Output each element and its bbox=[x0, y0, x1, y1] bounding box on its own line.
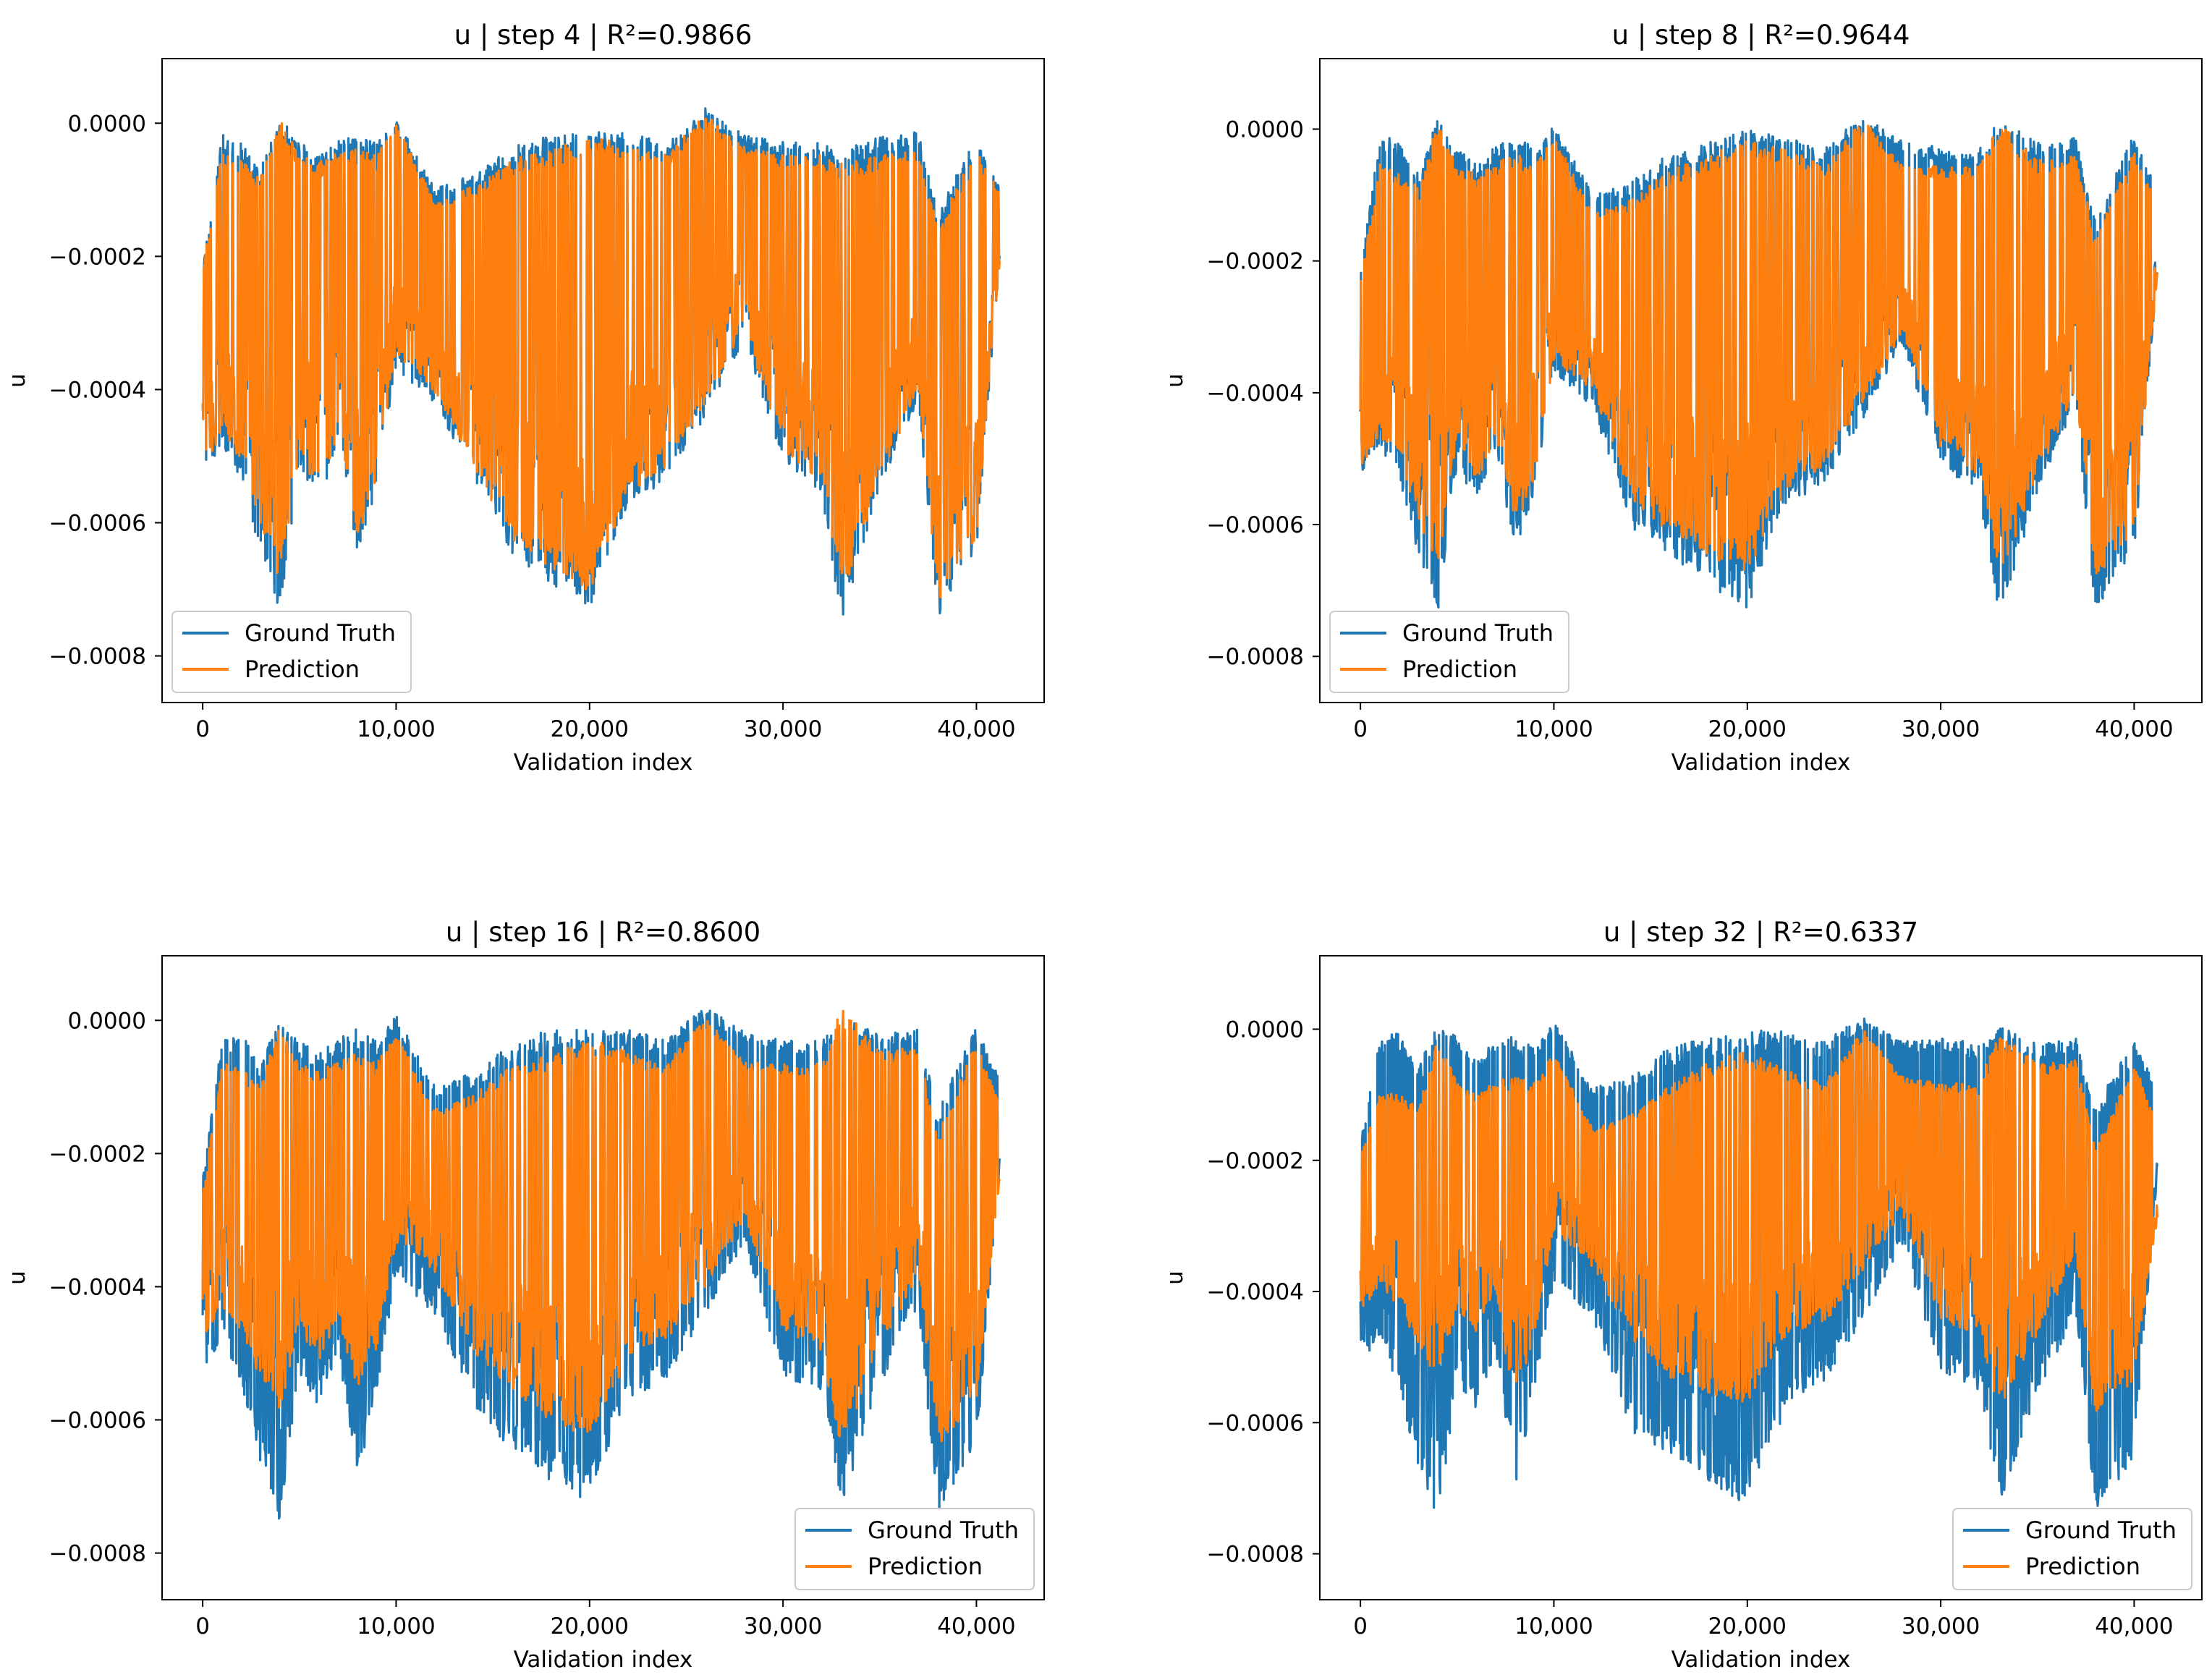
legend-label-ground-truth: Ground Truth bbox=[868, 1516, 1019, 1544]
legend-label-prediction: Prediction bbox=[2025, 1553, 2140, 1580]
axes-frame bbox=[1319, 58, 2203, 703]
y-tick-label: −0.0004 bbox=[1207, 381, 1304, 407]
x-tick-label: 10,000 bbox=[357, 716, 435, 742]
x-tick-label: 10,000 bbox=[1514, 716, 1593, 742]
y-tick-label: −0.0008 bbox=[49, 1541, 146, 1567]
y-tick-label: −0.0006 bbox=[1207, 512, 1304, 538]
y-tick-label: 0.0000 bbox=[1226, 1017, 1304, 1043]
legend-box bbox=[171, 611, 412, 693]
y-tick-label: −0.0004 bbox=[1207, 1279, 1304, 1305]
y-tick-label: 0.0000 bbox=[68, 1008, 146, 1034]
y-tick-label: −0.0008 bbox=[49, 644, 146, 670]
legend: Ground Truth Prediction bbox=[1952, 1508, 2192, 1590]
chart-title: u | step 16 | R²=0.8600 bbox=[446, 917, 760, 948]
y-tick-label: −0.0008 bbox=[1207, 644, 1304, 670]
x-tick-label: 0 bbox=[1353, 1613, 1368, 1639]
axes-frame bbox=[161, 58, 1045, 703]
legend-box bbox=[1952, 1508, 2192, 1590]
legend-box bbox=[1329, 611, 1569, 693]
prediction-line-4 bbox=[1359, 1030, 2159, 1412]
prediction-line-1 bbox=[201, 117, 1001, 598]
x-axis-label: Validation index bbox=[1671, 1647, 1851, 1673]
y-tick-label: −0.0008 bbox=[1207, 1542, 1304, 1568]
y-tick-label: −0.0006 bbox=[49, 1407, 146, 1433]
x-axis-label: Validation index bbox=[514, 750, 693, 776]
chart-panel-3: 0 10,000 20,000 30,000 40,000 0.0000 −0.0002 −0… bbox=[4, 917, 1045, 1673]
x-tick-label: 20,000 bbox=[1708, 716, 1787, 742]
y-tick-label: −0.0002 bbox=[1207, 1148, 1304, 1174]
legend-label-ground-truth: Ground Truth bbox=[245, 619, 396, 647]
chart-panel-4: 0 10,000 20,000 30,000 40,000 0.0000 −0.0002 −0… bbox=[1162, 917, 2203, 1673]
chart-title: u | step 32 | R²=0.6337 bbox=[1603, 917, 1918, 948]
x-tick-label: 40,000 bbox=[2095, 1613, 2173, 1639]
y-axis-label: u bbox=[1162, 1270, 1188, 1285]
legend: Ground Truth Prediction bbox=[794, 1508, 1035, 1590]
y-tick-label: −0.0002 bbox=[1207, 249, 1304, 275]
y-tick-label: 0.0000 bbox=[1226, 116, 1304, 143]
y-axis-label: u bbox=[4, 1270, 30, 1285]
chart-panel-1: 0 10,000 20,000 30,000 40,000 0.0000 −0.0002 −0… bbox=[4, 20, 1045, 776]
prediction-line-2 bbox=[1359, 124, 2159, 574]
prediction-line-3 bbox=[201, 1009, 1001, 1443]
y-tick-label: −0.0004 bbox=[49, 1274, 146, 1300]
chart-title: u | step 8 | R²=0.9644 bbox=[1612, 20, 1910, 51]
x-tick-label: 40,000 bbox=[937, 716, 1015, 742]
axes-frame bbox=[1319, 955, 2203, 1600]
x-tick-label: 40,000 bbox=[937, 1613, 1015, 1639]
x-axis-label: Validation index bbox=[1671, 750, 1851, 776]
y-tick-label: −0.0004 bbox=[49, 377, 146, 403]
legend: Ground Truth Prediction bbox=[171, 611, 412, 693]
x-tick-label: 40,000 bbox=[2095, 716, 2173, 742]
y-tick-label: −0.0006 bbox=[1207, 1410, 1304, 1436]
legend: Ground Truth Prediction bbox=[1329, 611, 1569, 693]
y-tick-label: 0.0000 bbox=[68, 111, 146, 137]
x-tick-label: 30,000 bbox=[744, 716, 822, 742]
x-tick-label: 20,000 bbox=[551, 1613, 629, 1639]
chart-title: u | step 4 | R²=0.9866 bbox=[454, 20, 753, 51]
x-tick-label: 0 bbox=[195, 1613, 210, 1639]
axes-frame bbox=[161, 955, 1045, 1600]
y-tick-label: −0.0002 bbox=[49, 1141, 146, 1167]
x-axis-label: Validation index bbox=[514, 1647, 693, 1673]
x-tick-label: 30,000 bbox=[1902, 1613, 1980, 1639]
x-tick-label: 0 bbox=[1353, 716, 1368, 742]
x-tick-label: 0 bbox=[195, 716, 210, 742]
legend-label-prediction: Prediction bbox=[868, 1553, 983, 1580]
x-tick-label: 10,000 bbox=[1514, 1613, 1593, 1639]
x-tick-label: 30,000 bbox=[744, 1613, 822, 1639]
y-axis-label: u bbox=[4, 373, 30, 388]
legend-box bbox=[794, 1508, 1035, 1590]
legend-label-ground-truth: Ground Truth bbox=[1402, 619, 1554, 647]
legend-label-prediction: Prediction bbox=[1402, 656, 1517, 683]
x-tick-label: 10,000 bbox=[357, 1613, 435, 1639]
y-tick-label: −0.0006 bbox=[49, 510, 146, 536]
legend-label-prediction: Prediction bbox=[245, 656, 360, 683]
chart-panel-2: 0 10,000 20,000 30,000 40,000 0.0000 −0.0002 −0… bbox=[1162, 20, 2203, 776]
x-tick-label: 30,000 bbox=[1902, 716, 1980, 742]
y-tick-label: −0.0002 bbox=[49, 244, 146, 270]
legend-label-ground-truth: Ground Truth bbox=[2025, 1516, 2177, 1544]
x-tick-label: 20,000 bbox=[551, 716, 629, 742]
y-axis-label: u bbox=[1162, 373, 1188, 388]
x-tick-label: 20,000 bbox=[1708, 1613, 1787, 1639]
